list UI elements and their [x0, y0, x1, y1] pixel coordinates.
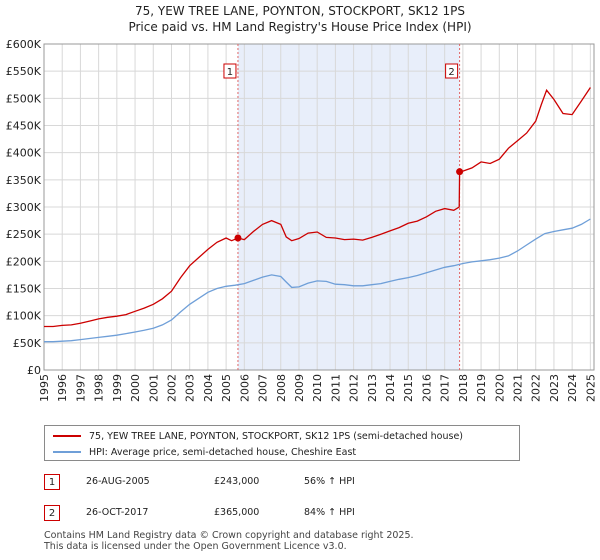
- marker-label: 2: [448, 67, 454, 78]
- chart-title: 75, YEW TREE LANE, POYNTON, STOCKPORT, S…: [134, 4, 465, 18]
- transaction-date: 26-AUG-2005: [86, 476, 150, 487]
- marker-label: 1: [227, 67, 233, 78]
- marker-badge: [445, 63, 459, 79]
- sale-point: [456, 168, 464, 176]
- x-tick-label: 1996: [56, 374, 69, 402]
- y-tick-label: £350K: [6, 174, 42, 187]
- legend: 75, YEW TREE LANE, POYNTON, STOCKPORT, S…: [44, 425, 520, 461]
- transaction-hpi-change: 84% ↑ HPI: [304, 507, 355, 518]
- transaction-price: £365,000: [214, 507, 260, 518]
- x-tick-label: 2009: [293, 374, 306, 402]
- x-tick-label: 2008: [275, 374, 288, 402]
- y-tick-label: £50K: [13, 337, 42, 350]
- x-tick-label: 2007: [257, 374, 270, 402]
- hpi-line: [44, 218, 591, 343]
- x-tick-label: 2004: [202, 374, 215, 402]
- price-chart: £0 £50K £100K £150K £200K £250K £300K £350K £400…: [6, 38, 598, 402]
- x-tick-label: 2013: [366, 374, 379, 402]
- x-tick-label: 2003: [184, 374, 197, 402]
- legend-item-hpi: HPI: Average price, semi-detached house,…: [53, 445, 356, 459]
- price-paid-line: [44, 87, 591, 328]
- x-tick-label: 2014: [384, 374, 397, 402]
- x-tick-label: 1997: [74, 374, 87, 402]
- y-tick-label: £500K: [6, 92, 42, 105]
- x-tick-label: 2012: [348, 374, 361, 402]
- legend-label-price: 75, YEW TREE LANE, POYNTON, STOCKPORT, S…: [89, 430, 464, 442]
- x-tick-label: 2022: [530, 374, 543, 402]
- plot-area: [43, 43, 595, 371]
- y-tick-label: £100K: [6, 310, 42, 323]
- y-tick-label: £150K: [6, 283, 42, 296]
- y-tick-label: £0: [27, 364, 41, 377]
- x-tick-label: 2011: [329, 374, 342, 402]
- y-tick-label: £400K: [6, 147, 42, 160]
- x-tick-label: 2001: [147, 374, 160, 402]
- transaction-badge: 2: [44, 505, 60, 521]
- y-tick-label: £200K: [6, 255, 42, 268]
- x-tick-label: 2020: [493, 374, 506, 402]
- y-tick-label: £300K: [6, 201, 42, 214]
- x-tick-label: 2005: [220, 374, 233, 402]
- x-tick-label: 2025: [584, 374, 597, 402]
- x-tick-label: 2002: [165, 374, 178, 402]
- legend-label-hpi: HPI: Average price, semi-detached house,…: [89, 446, 357, 458]
- legend-swatch-price: [53, 435, 81, 437]
- y-tick-label: £250K: [6, 228, 42, 241]
- x-tick-label: 2023: [548, 374, 561, 402]
- legend-item-price: 75, YEW TREE LANE, POYNTON, STOCKPORT, S…: [53, 429, 463, 443]
- footer: Contains HM Land Registry data © Crown c…: [44, 530, 414, 552]
- marker-badge: [223, 63, 237, 79]
- x-tick-label: 1995: [38, 374, 51, 402]
- chart-subtitle: Price paid vs. HM Land Registry's House …: [128, 20, 472, 34]
- x-tick-label: 2016: [420, 374, 433, 402]
- x-tick-label: 2024: [566, 374, 579, 402]
- x-tick-label: 2010: [311, 374, 324, 402]
- transaction-date: 26-OCT-2017: [86, 507, 149, 518]
- x-tick-label: 1999: [111, 374, 124, 402]
- y-tick-label: £600K: [6, 38, 42, 51]
- x-tick-label: 2006: [238, 374, 251, 402]
- x-tick-label: 1998: [93, 374, 106, 402]
- x-tick-label: 2021: [512, 374, 525, 402]
- transaction-badge: 1: [44, 474, 60, 490]
- transaction-price: £243,000: [214, 476, 260, 487]
- x-tick-label: 2018: [457, 374, 470, 402]
- legend-swatch-hpi: [53, 451, 81, 453]
- y-tick-label: £550K: [6, 65, 42, 78]
- x-tick-label: 2000: [129, 374, 142, 402]
- footer-licence: This data is licensed under the Open Gov…: [44, 541, 347, 552]
- y-tick-label: £450K: [6, 120, 42, 133]
- x-tick-label: 2019: [475, 374, 488, 402]
- x-tick-label: 2017: [439, 374, 452, 402]
- x-tick-label: 2015: [402, 374, 415, 402]
- transaction-hpi-change: 56% ↑ HPI: [304, 476, 355, 487]
- footer-copyright: Contains HM Land Registry data © Crown c…: [44, 530, 414, 541]
- sale-point: [234, 234, 242, 242]
